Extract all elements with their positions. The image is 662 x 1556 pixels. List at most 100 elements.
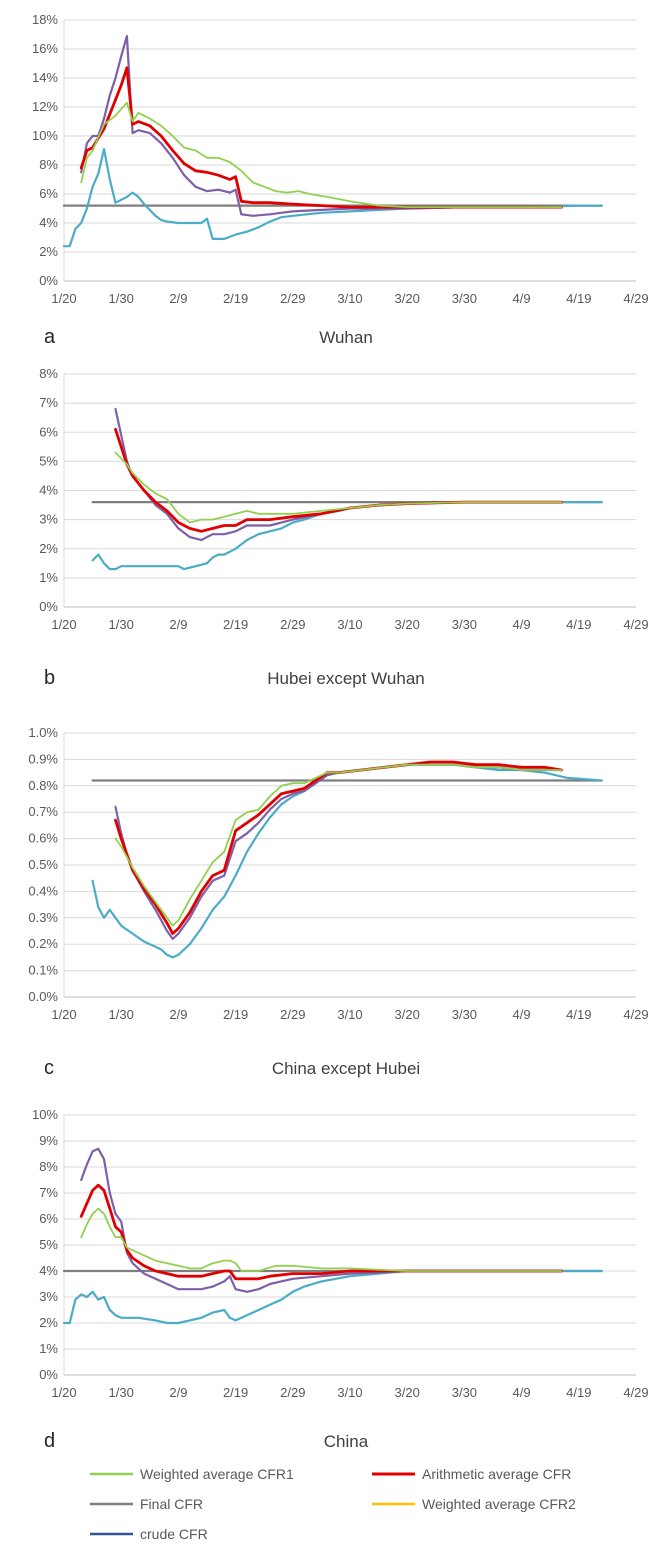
y-tick-label: 18% <box>32 12 58 27</box>
y-tick-label: 3% <box>39 1289 58 1304</box>
legend-label-crude: crude CFR <box>140 1526 208 1542</box>
y-tick-label: 7% <box>39 1185 58 1200</box>
x-tick-label: 3/10 <box>337 617 362 632</box>
y-tick-label: 10% <box>32 128 58 143</box>
legend-item-cfr1: Weighted average CFR1 <box>90 1466 294 1482</box>
x-tick-label: 3/10 <box>337 1007 362 1022</box>
x-tick-label: 2/9 <box>169 1007 187 1022</box>
panel-c: 0.0% 0.1% 0.2% 0.3% 0.4% 0.5% 0.6% 0.7% 0.8% 0.9%… <box>28 725 648 1079</box>
series-line-arith <box>114 760 563 935</box>
y-tick-label: 1% <box>39 1341 58 1356</box>
series-line-purple <box>114 407 563 542</box>
y-tick-label: 0.5% <box>28 857 58 872</box>
y-tick-label: 4% <box>39 483 58 498</box>
series-line-crude <box>62 148 603 248</box>
x-tick-label: 3/20 <box>395 1385 420 1400</box>
x-tick-label: 4/19 <box>566 1385 591 1400</box>
y-tick-label: 14% <box>32 70 58 85</box>
series-line-arith <box>79 66 563 209</box>
legend: Weighted average CFR1 Arithmetic average… <box>90 1466 576 1542</box>
x-tick-label: 3/20 <box>395 291 420 306</box>
x-tick-label: 4/9 <box>513 1385 531 1400</box>
x-tick-label: 2/29 <box>280 291 305 306</box>
x-tick-label: 4/9 <box>513 617 531 632</box>
x-tick-label: 3/10 <box>337 291 362 306</box>
y-tick-label: 0.3% <box>28 910 58 925</box>
legend-item-arith: Arithmetic average CFR <box>372 1466 571 1482</box>
legend-item-crude: crude CFR <box>90 1526 208 1542</box>
y-tick-label: 0.2% <box>28 936 58 951</box>
legend-label-arith: Arithmetic average CFR <box>422 1466 571 1482</box>
x-tick-label: 2/29 <box>280 1007 305 1022</box>
legend-label-final: Final CFR <box>140 1496 203 1512</box>
x-tick-label: 3/30 <box>452 291 477 306</box>
y-tick-label: 6% <box>39 1211 58 1226</box>
x-tick-label: 4/9 <box>513 291 531 306</box>
legend-item-cfr2: Weighted average CFR2 <box>372 1496 576 1512</box>
x-tick-label: 2/19 <box>223 617 248 632</box>
x-tick-label: 1/30 <box>109 1007 134 1022</box>
x-tick-label: 2/9 <box>169 617 187 632</box>
legend-label-cfr2: Weighted average CFR2 <box>422 1496 576 1512</box>
x-tick-label: 4/19 <box>566 1007 591 1022</box>
y-tick-label: 1% <box>39 570 58 585</box>
y-tick-label: 0.0% <box>28 989 58 1004</box>
x-tick-label: 4/29 <box>623 617 648 632</box>
series-line-purple <box>80 1147 563 1293</box>
y-tick-label: 0.4% <box>28 883 58 898</box>
y-tick-label: 3% <box>39 512 58 527</box>
x-tick-label: 2/9 <box>169 291 187 306</box>
x-tick-label: 2/29 <box>280 1385 305 1400</box>
series-line-crude <box>62 1269 603 1325</box>
chart-panels: 0% 2% 4% 6% 8% 10% 12% 14% 16% 18% 1/20 1/30 2/9 2/19… <box>28 12 648 1452</box>
panel-d: 0% 1% 2% 3% 4% 5% 6% 7% 8% 9% 10% 1/20 1/30 2/9 2/19 2/… <box>32 1107 649 1452</box>
series-line-cfr1 <box>80 1207 563 1272</box>
y-tick-label: 5% <box>39 1237 58 1252</box>
y-tick-label: 8% <box>39 1159 58 1174</box>
y-tick-label: 2% <box>39 244 58 259</box>
x-tick-label: 2/9 <box>169 1385 187 1400</box>
y-tick-label: 6% <box>39 424 58 439</box>
x-tick-label: 1/20 <box>51 1007 76 1022</box>
panel-title: China <box>324 1432 369 1451</box>
legend-item-final: Final CFR <box>90 1496 203 1512</box>
y-tick-label: 0% <box>39 599 58 614</box>
x-tick-label: 3/30 <box>452 1007 477 1022</box>
series-line-purple <box>80 34 563 217</box>
y-tick-label: 12% <box>32 99 58 114</box>
x-tick-label: 3/20 <box>395 1007 420 1022</box>
y-tick-label: 0.8% <box>28 778 58 793</box>
y-tick-label: 10% <box>32 1107 58 1122</box>
panel-title: Wuhan <box>319 328 373 347</box>
y-tick-label: 0.1% <box>28 963 58 978</box>
y-tick-label: 0% <box>39 1367 58 1382</box>
series-line-arith <box>79 1183 563 1281</box>
x-tick-label: 4/29 <box>623 1385 648 1400</box>
x-tick-label: 3/30 <box>452 1385 477 1400</box>
series-line-cfr1 <box>80 101 563 209</box>
y-tick-label: 16% <box>32 41 58 56</box>
y-tick-label: 8% <box>39 157 58 172</box>
panel-b: 0% 1% 2% 3% 4% 5% 6% 7% 8% 1/20 1/30 2/9 2/19 2/29 3/1… <box>39 366 648 689</box>
x-tick-label: 2/19 <box>223 1385 248 1400</box>
x-tick-label: 1/20 <box>51 1385 76 1400</box>
y-tick-label: 0.7% <box>28 804 58 819</box>
panel-a: 0% 2% 4% 6% 8% 10% 12% 14% 16% 18% 1/20 1/30 2/9 2/19… <box>32 12 649 348</box>
x-tick-label: 4/29 <box>623 1007 648 1022</box>
y-tick-label: 6% <box>39 186 58 201</box>
y-tick-label: 9% <box>39 1133 58 1148</box>
y-tick-label: 4% <box>39 1263 58 1278</box>
panel-title: Hubei except Wuhan <box>267 669 425 688</box>
x-tick-label: 2/29 <box>280 617 305 632</box>
panel-letter: a <box>44 326 56 348</box>
x-tick-label: 4/19 <box>566 617 591 632</box>
panel-letter: c <box>44 1057 54 1079</box>
panel-letter: b <box>44 667 55 689</box>
series-line-cfr1 <box>114 763 563 927</box>
y-tick-label: 0.9% <box>28 751 58 766</box>
legend-label-cfr1: Weighted average CFR1 <box>140 1466 294 1482</box>
panel-letter: d <box>44 1430 55 1452</box>
y-tick-label: 4% <box>39 215 58 230</box>
y-tick-label: 1.0% <box>28 725 58 740</box>
